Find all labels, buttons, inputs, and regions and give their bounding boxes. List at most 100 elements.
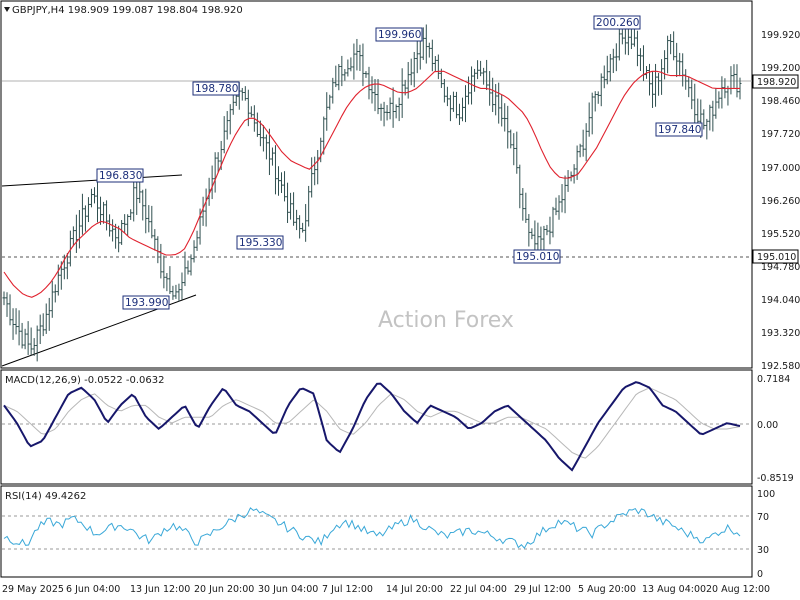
candle bbox=[26, 321, 30, 355]
candle bbox=[280, 172, 284, 193]
svg-text:198.780: 198.780 bbox=[195, 83, 238, 95]
candle bbox=[687, 76, 691, 98]
candle bbox=[451, 91, 455, 112]
candle bbox=[111, 219, 115, 242]
candle bbox=[370, 76, 374, 104]
macd-signal-line bbox=[3, 387, 741, 459]
candle bbox=[433, 56, 437, 71]
candle bbox=[467, 76, 471, 105]
candle bbox=[44, 303, 48, 334]
candle bbox=[89, 188, 93, 208]
candle bbox=[581, 129, 585, 157]
candle bbox=[162, 255, 166, 289]
candle bbox=[32, 338, 36, 356]
candle bbox=[409, 58, 413, 86]
candle bbox=[584, 123, 588, 162]
candle bbox=[117, 225, 121, 253]
x-tick: 5 Aug 20:00 bbox=[578, 584, 636, 595]
candle bbox=[379, 103, 383, 121]
candle bbox=[714, 88, 718, 119]
candle bbox=[105, 200, 109, 231]
candle bbox=[394, 104, 398, 119]
candle bbox=[512, 133, 516, 166]
candle bbox=[123, 214, 127, 234]
candle bbox=[678, 52, 682, 77]
candle bbox=[328, 94, 332, 110]
rsi-tick-30: 30 bbox=[757, 545, 769, 556]
annotation-193990: 193.990 bbox=[122, 295, 170, 310]
candle bbox=[35, 325, 39, 362]
candle bbox=[283, 171, 287, 202]
candle bbox=[391, 87, 395, 128]
annotation-195010: 195.010 bbox=[513, 249, 561, 264]
x-tick: 29 Jul 12:00 bbox=[514, 584, 571, 595]
price-tick: 198.460 bbox=[761, 96, 800, 107]
candle bbox=[270, 147, 274, 166]
candle bbox=[454, 91, 458, 119]
svg-text:193.990: 193.990 bbox=[125, 297, 168, 309]
candle bbox=[325, 92, 329, 131]
candle bbox=[108, 214, 112, 237]
candle bbox=[267, 128, 271, 176]
candle bbox=[563, 175, 567, 214]
candle bbox=[189, 254, 193, 276]
candle bbox=[596, 91, 600, 104]
candle bbox=[228, 104, 232, 135]
candle bbox=[96, 179, 100, 223]
rsi-panel-frame bbox=[0, 485, 753, 578]
candle bbox=[521, 188, 525, 221]
candle bbox=[289, 192, 293, 220]
candle bbox=[144, 188, 148, 234]
x-tick: 6 Jun 04:00 bbox=[66, 584, 120, 595]
candle bbox=[436, 54, 440, 80]
rsi-tick-100: 100 bbox=[757, 489, 775, 500]
moving-average-line bbox=[3, 70, 740, 298]
x-axis: 29 May 2025 6 Jun 04:00 13 Jun 12:00 20 … bbox=[2, 584, 770, 595]
candle bbox=[264, 134, 268, 160]
candle bbox=[50, 280, 54, 318]
price-tick: 193.320 bbox=[761, 328, 800, 339]
candle bbox=[114, 223, 118, 249]
candle bbox=[442, 78, 446, 103]
candle bbox=[657, 72, 661, 96]
x-tick: 29 May 2025 bbox=[2, 584, 64, 595]
candle bbox=[590, 92, 594, 135]
candle bbox=[635, 30, 639, 67]
macd-tick-top: 0.7184 bbox=[757, 374, 790, 385]
candle bbox=[539, 226, 543, 252]
candle bbox=[518, 164, 522, 209]
candle bbox=[313, 156, 317, 186]
candle bbox=[216, 152, 220, 173]
upper-trendline bbox=[1, 174, 183, 187]
candle bbox=[693, 83, 697, 128]
candle bbox=[675, 42, 679, 78]
candle bbox=[258, 120, 262, 147]
candle bbox=[295, 209, 299, 231]
candle bbox=[705, 118, 709, 140]
candle bbox=[669, 34, 673, 55]
candle bbox=[183, 251, 187, 287]
candle bbox=[17, 310, 21, 346]
candle bbox=[560, 184, 564, 213]
candle bbox=[690, 79, 694, 110]
candle bbox=[304, 204, 308, 242]
candle bbox=[696, 98, 700, 124]
candle bbox=[545, 224, 549, 236]
candle bbox=[246, 89, 250, 127]
candle bbox=[527, 214, 531, 247]
candle bbox=[86, 197, 90, 223]
x-tick: 22 Jul 04:00 bbox=[450, 584, 507, 595]
candle bbox=[129, 209, 133, 220]
candle bbox=[376, 79, 380, 115]
price-tick: 199.200 bbox=[761, 63, 800, 74]
candle bbox=[174, 284, 178, 299]
candle bbox=[479, 60, 483, 77]
candle bbox=[732, 64, 736, 88]
candle bbox=[177, 283, 181, 302]
level-price-box: 195.010 bbox=[752, 249, 799, 264]
candle bbox=[292, 192, 296, 226]
x-tick: 20 Jun 20:00 bbox=[194, 584, 254, 595]
candle bbox=[83, 205, 87, 232]
candle bbox=[53, 284, 57, 303]
candle bbox=[340, 55, 344, 87]
